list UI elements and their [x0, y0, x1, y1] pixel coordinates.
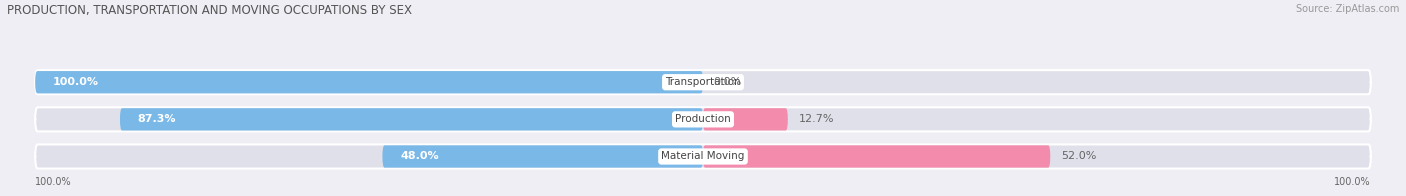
Text: 100.0%: 100.0%	[35, 177, 72, 187]
Text: PRODUCTION, TRANSPORTATION AND MOVING OCCUPATIONS BY SEX: PRODUCTION, TRANSPORTATION AND MOVING OC…	[7, 4, 412, 17]
Text: 48.0%: 48.0%	[401, 152, 439, 162]
Text: 12.7%: 12.7%	[799, 114, 834, 124]
FancyBboxPatch shape	[703, 108, 787, 131]
FancyBboxPatch shape	[703, 145, 1050, 168]
Text: 87.3%: 87.3%	[138, 114, 176, 124]
Text: 100.0%: 100.0%	[1334, 177, 1371, 187]
FancyBboxPatch shape	[35, 144, 1371, 169]
FancyBboxPatch shape	[382, 145, 703, 168]
Text: Transportation: Transportation	[665, 77, 741, 87]
Text: 100.0%: 100.0%	[53, 77, 98, 87]
Text: Production: Production	[675, 114, 731, 124]
FancyBboxPatch shape	[35, 70, 1371, 94]
FancyBboxPatch shape	[35, 107, 1371, 132]
Text: Source: ZipAtlas.com: Source: ZipAtlas.com	[1295, 4, 1399, 14]
Text: 0.0%: 0.0%	[714, 77, 742, 87]
Text: 52.0%: 52.0%	[1062, 152, 1097, 162]
FancyBboxPatch shape	[35, 71, 703, 93]
FancyBboxPatch shape	[120, 108, 703, 131]
Text: Material Moving: Material Moving	[661, 152, 745, 162]
